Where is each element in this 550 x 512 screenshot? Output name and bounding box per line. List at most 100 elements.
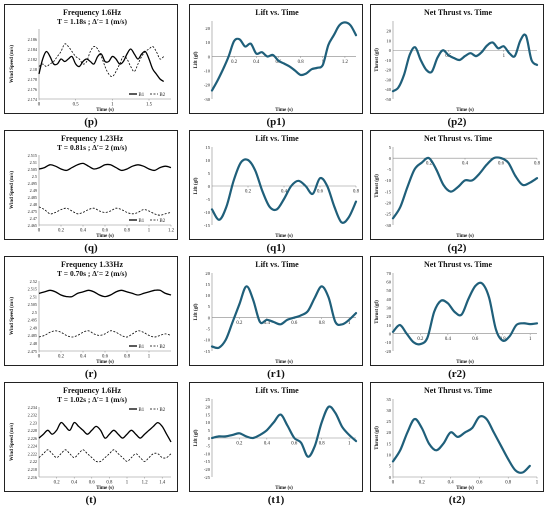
y-tick-label: 10 xyxy=(386,38,391,43)
x-tick-label: 0.6 xyxy=(291,321,298,326)
x-tick-label: 0.8 xyxy=(505,481,512,486)
chart-panel: Lift vs. Time -25 -20 -15 -10 -5 0 5 10 15 20 25 0.2… xyxy=(189,382,363,492)
y-tick-label: 2.184 xyxy=(28,47,38,52)
x-tick-label: 0.4 xyxy=(445,337,452,342)
x-axis-label: Time (s) xyxy=(96,234,114,239)
chart-caption: (r) xyxy=(84,368,98,380)
x-tick-label: 1 xyxy=(536,481,539,486)
chart-cell-q: Frequency 1.23Hz T = 0.81s ; ∆′= 2 (m/s) 2… xyxy=(4,130,178,256)
y-tick-label: 2.47 xyxy=(30,216,37,221)
x-tick-label: 0.2 xyxy=(245,190,252,195)
y-axis-label: Lift (gf) xyxy=(194,303,199,320)
y-tick-label: 2.186 xyxy=(28,37,37,42)
y-tick-label: 10 xyxy=(386,323,391,328)
y-tick-label: 0 xyxy=(389,156,392,161)
y-tick-label: -15 xyxy=(385,189,392,194)
x-tick-label: 0.6 xyxy=(102,355,109,360)
chart-caption: (q) xyxy=(84,242,98,254)
y-tick-label: 0 xyxy=(389,48,392,53)
chart-cell-p1: Lift vs. Time -30 -20 -10 0 10 20 0.2 0.4 0.6 0.8 1… xyxy=(189,4,363,130)
chart-caption: (q1) xyxy=(266,242,286,254)
x-axis-label: Time (s) xyxy=(456,108,474,113)
y-tick-label: -5 xyxy=(206,327,211,332)
y-tick-label: 30 xyxy=(386,408,391,413)
x-tick-label: 1.4 xyxy=(159,481,166,486)
y-tick-label: 10 xyxy=(205,293,210,298)
x-tick-label: 0.4 xyxy=(80,229,87,234)
y-tick-label: 0 xyxy=(208,54,211,59)
x-tick-label: 0.2 xyxy=(419,481,426,486)
chart-svg: Lift vs. Time -25 -20 -15 -10 -5 0 5 10 15 20 25 0.2… xyxy=(194,386,358,491)
x-tick-label: 0.6 xyxy=(102,229,109,234)
y-tick-label: 35 xyxy=(386,397,391,402)
x-tick-label: 1 xyxy=(148,355,151,360)
y-tick-label: 2.234 xyxy=(28,405,38,410)
y-tick-label: 2.5 xyxy=(32,174,37,179)
chart-caption: (p2) xyxy=(447,116,467,128)
x-tick-label: 0 xyxy=(38,229,41,234)
x-tick-label: 0.4 xyxy=(448,481,455,486)
y-tick-label: -50 xyxy=(385,97,392,102)
y-tick-label: 20 xyxy=(205,405,210,410)
chart-caption: (t2) xyxy=(448,494,466,506)
legend-label: B1 xyxy=(139,93,145,98)
y-tick-label: 2.49 xyxy=(30,325,37,330)
y-tick-label: 20 xyxy=(386,314,391,319)
y-tick-label: 10 xyxy=(205,158,210,163)
chart-caption: (r2) xyxy=(448,368,466,380)
y-tick-label: -5 xyxy=(206,444,211,449)
chart-title: Net Thrust vs. Time xyxy=(424,8,492,17)
chart-cell-q1: Lift vs. Time -15 -10 -5 0 5 10 15 0.2 0.4 0.6 0.8 T… xyxy=(189,130,363,256)
chart-title: Net Thrust vs. Time xyxy=(424,260,492,269)
y-axis-label: Thrust (gf) xyxy=(375,426,380,450)
y-tick-label: 2.5 xyxy=(32,310,37,315)
y-tick-label: 2.515 xyxy=(28,153,37,158)
chart-svg: Net Thrust vs. Time 0 5 10 15 20 25 30 35 0 0.2 0.4… xyxy=(375,386,539,491)
y-tick-label: 5 xyxy=(389,464,392,469)
y-tick-label: -5 xyxy=(206,197,211,202)
x-axis-label: Time (s) xyxy=(96,486,114,491)
y-tick-label: -10 xyxy=(204,451,211,456)
y-tick-label: -10 xyxy=(385,178,392,183)
y-tick-label: 2.48 xyxy=(30,202,37,207)
y-tick-label: 2.505 xyxy=(28,302,37,307)
y-tick-label: 0 xyxy=(208,184,211,189)
y-tick-label: -30 xyxy=(385,77,392,82)
chart-title: Frequency 1.6Hz xyxy=(63,8,122,17)
y-tick-label: -30 xyxy=(385,223,392,228)
x-tick-label: 1.5 xyxy=(146,103,153,108)
x-tick-label: 0.8 xyxy=(124,229,131,234)
y-tick-label: 2.178 xyxy=(28,77,37,82)
x-axis-label: Time (s) xyxy=(96,108,114,113)
x-tick-label: 0.6 xyxy=(89,481,96,486)
chart-title: Lift vs. Time xyxy=(255,8,299,17)
series-line-b2 xyxy=(38,330,172,338)
y-tick-label: 0 xyxy=(208,436,211,441)
chart-cell-p: Frequency 1.6Hz T = 1.18s ; ∆′= 1 (m/s) 2.… xyxy=(4,4,178,130)
series-line-b2 xyxy=(38,449,172,463)
chart-caption: (p1) xyxy=(266,116,286,128)
y-tick-label: 25 xyxy=(205,397,210,402)
y-tick-label: -10 xyxy=(204,210,211,215)
x-tick-label: 0.2 xyxy=(236,442,243,447)
y-axis-label: Wind Speed (m/s) xyxy=(10,171,15,209)
chart-cell-r1: Lift vs. Time -15 -10 -5 0 5 10 15 20 0.2 0.4 0.6 0.… xyxy=(189,256,363,382)
chart-cell-t1: Lift vs. Time -25 -20 -15 -10 -5 0 5 10 15 20 25 0.2… xyxy=(189,382,363,508)
chart-subtitle: T = 1.18s ; ∆′= 1 (m/s) xyxy=(57,17,127,26)
chart-title: Net Thrust vs. Time xyxy=(424,134,492,143)
chart-title: Frequency 1.33Hz xyxy=(61,260,124,269)
y-axis-label: Lift (gf) xyxy=(194,177,199,194)
x-axis-label: Time (s) xyxy=(275,360,293,365)
x-tick-label: 0.4 xyxy=(80,355,87,360)
y-tick-label: 15 xyxy=(386,441,391,446)
chart-panel: Frequency 1.6Hz T = 1.18s ; ∆′= 1 (m/s) 2.… xyxy=(4,4,178,114)
y-tick-label: 10 xyxy=(205,420,210,425)
series-line-b1 xyxy=(38,162,172,172)
y-tick-label: 15 xyxy=(205,145,210,150)
x-tick-label: 0.4 xyxy=(253,60,260,65)
chart-title: Lift vs. Time xyxy=(255,260,299,269)
y-tick-label: 5 xyxy=(389,145,392,150)
x-tick-label: 1 xyxy=(111,103,114,108)
